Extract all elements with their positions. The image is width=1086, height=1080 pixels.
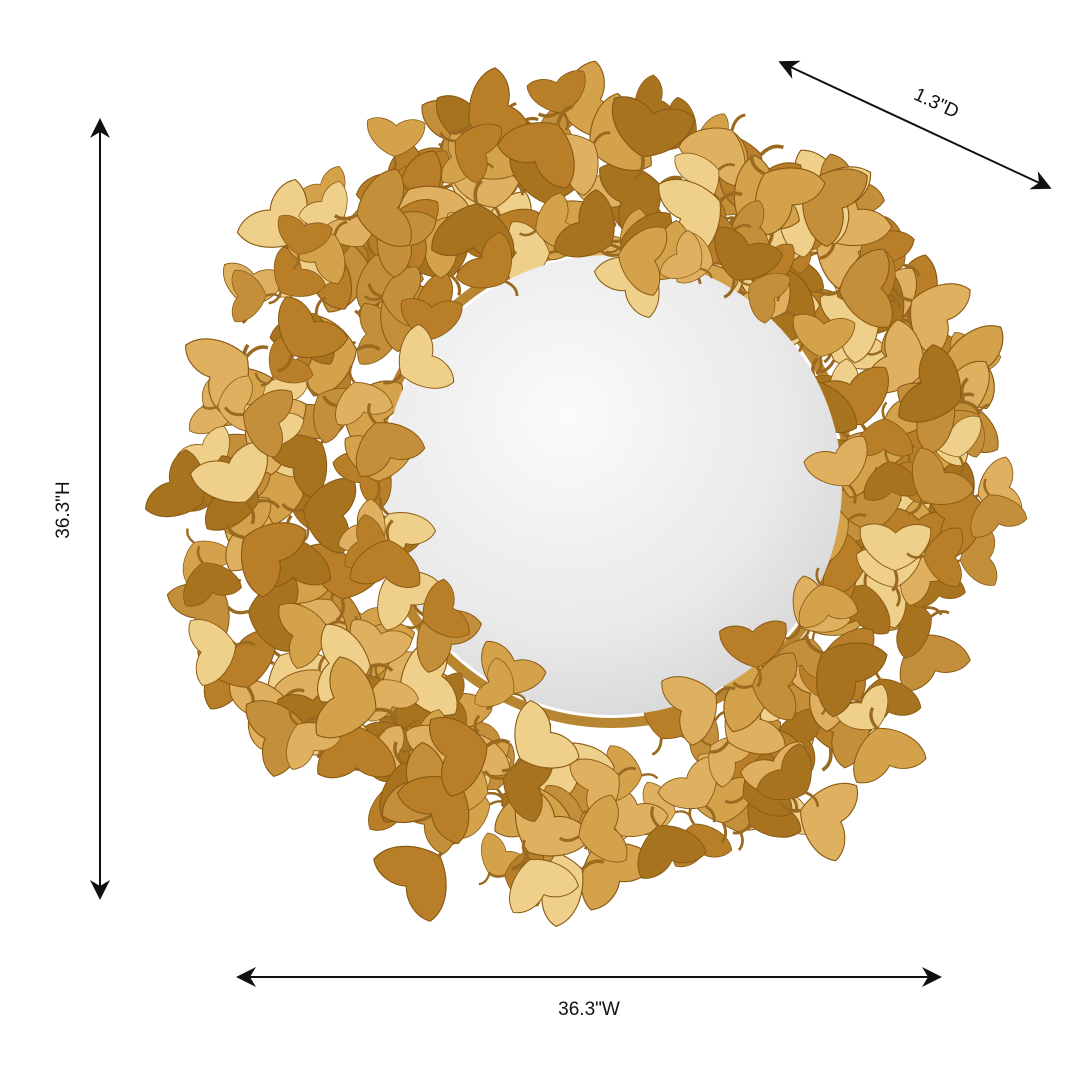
ginkgo-leaf <box>429 717 511 797</box>
ginkgo-leaf <box>637 806 707 879</box>
ginkgo-leaf <box>778 782 859 862</box>
ginkgo-leaf <box>277 214 333 270</box>
ginkgo-leaf <box>714 226 784 299</box>
ginkgo-leaf <box>496 104 575 189</box>
ginkgo-leaf <box>526 70 586 131</box>
ginkgo-leaf <box>382 323 455 389</box>
ginkgo-leaf <box>906 527 964 587</box>
ginkgo-leaf <box>315 656 399 739</box>
ginkgo-leaf <box>719 620 787 688</box>
depth-arrow <box>778 60 1052 190</box>
ginkgo-leaf <box>853 706 927 784</box>
ginkgo-leaf <box>558 794 628 863</box>
ginkgo-leaf <box>224 389 293 458</box>
ginkgo-leaf <box>189 441 268 525</box>
ginkgo-leaf <box>898 344 982 423</box>
ginkgo-leaf <box>335 365 393 426</box>
ginkgo-leaf <box>803 435 868 504</box>
ginkgo-leaf <box>474 657 527 708</box>
ginkgo-leaf <box>970 478 1028 538</box>
ginkgo-leaf <box>855 401 913 457</box>
ginkgo-leaf <box>798 567 859 628</box>
ginkgo-leaf <box>732 652 798 721</box>
ginkgo-leaf <box>188 619 256 686</box>
ginkgo-leaf <box>333 168 412 247</box>
ginkgo-leaf <box>349 519 421 589</box>
ginkgo-leaf <box>501 699 580 773</box>
ginkgo-leaf <box>859 523 932 592</box>
ginkgo-leaf <box>804 635 888 718</box>
ginkgo-leaf <box>598 226 668 296</box>
gold-leaf-frame-front <box>332 189 868 746</box>
ginkgo-leaf <box>509 839 579 914</box>
height-label: 36.3"H <box>53 481 74 539</box>
ginkgo-leaf <box>268 246 326 305</box>
ginkgo-leaf <box>756 743 820 807</box>
ginkgo-leaf <box>658 179 743 259</box>
ginkgo-leaf <box>355 403 426 477</box>
ginkgo-leaf <box>277 296 349 373</box>
ginkgo-leaf <box>816 248 893 328</box>
mirror-glass <box>382 255 842 715</box>
ginkgo-leaf <box>659 229 713 279</box>
ginkgo-leaf <box>183 545 243 607</box>
ginkgo-leaf <box>406 578 470 638</box>
ginkgo-leaf <box>455 231 519 297</box>
ginkgo-leaf <box>907 447 975 516</box>
ginkgo-leaf <box>661 676 736 746</box>
width-label: 36.3"W <box>558 999 620 1020</box>
ginkgo-leaf <box>439 123 502 184</box>
ginkgo-leaf <box>792 313 856 375</box>
ginkgo-leaf <box>224 522 307 598</box>
